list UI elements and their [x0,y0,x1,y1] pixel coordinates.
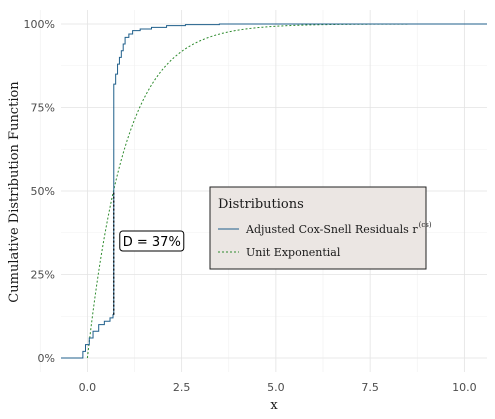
x-axis-title: x [270,398,278,413]
legend-label-residuals: Adjusted Cox-Snell Residuals r(cs) [245,221,432,236]
x-tick-label: 7.5 [361,381,379,394]
tick-labels: 0.0 2.5 5.0 7.5 10.0 0% 25% 50% 75% 100% [24,18,477,394]
y-tick-label: 100% [24,18,55,31]
x-tick-label: 2.5 [173,381,191,394]
legend-title: Distributions [218,197,304,212]
y-tick-label: 50% [31,185,55,198]
legend-label-exponential: Unit Exponential [246,246,341,259]
x-tick-label: 5.0 [267,381,285,394]
annotation-label: D = 37% [123,235,181,250]
y-tick-label: 75% [31,102,55,115]
legend: Distributions Adjusted Cox-Snell Residua… [209,186,432,270]
annotation-layer: D = 37% [113,191,185,315]
x-tick-label: 10.0 [452,381,477,394]
x-tick-label: 0.0 [79,381,97,394]
annotation-box [119,230,185,252]
series-line-residuals [61,23,487,359]
series-layer [61,23,487,359]
y-tick-label: 0% [38,352,55,365]
y-tick-label: 25% [31,269,55,282]
y-axis-title: Cumulative Distribution Function [7,81,22,303]
series-line-exponential [86,23,487,359]
legend-box [209,186,427,270]
